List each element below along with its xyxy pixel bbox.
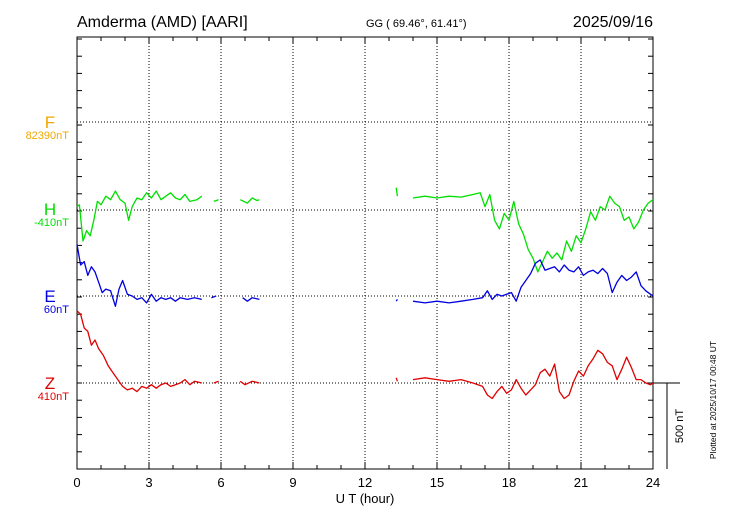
trace-Z-segment-4 <box>395 377 399 382</box>
x-axis-label: U T (hour) <box>336 491 395 506</box>
trace-Z-segment-3 <box>239 380 260 386</box>
coordinates-label: GG ( 69.46°, 61.41°) <box>366 18 467 30</box>
trace-H-segment-0 <box>76 190 203 242</box>
trace-E-segment-4 <box>395 299 398 302</box>
x-tick-label-3: 3 <box>145 475 152 490</box>
station-title: Amderma (AMD) [AARI] <box>77 14 248 31</box>
x-tick-labels: 0 3 6 9 12 15 18 21 24 <box>73 475 660 490</box>
x-tick-label-15: 15 <box>430 475 444 490</box>
tick-layer <box>76 37 654 470</box>
grid-layer <box>77 37 653 469</box>
component-label-F: F <box>45 113 55 132</box>
trace-E-segment-1 <box>211 295 217 299</box>
trace-H-segment-4 <box>395 187 399 197</box>
x-tick-label-12: 12 <box>358 475 372 490</box>
x-tick-label-9: 9 <box>289 475 296 490</box>
x-tick-label-0: 0 <box>73 475 80 490</box>
plotted-timestamp: Plotted at 2025/10/17 00:48 UT <box>708 341 718 459</box>
component-label-E: E <box>44 287 55 306</box>
scale-bar-label: 500 nT <box>674 409 686 444</box>
baseline-value-E: 60nT <box>44 304 69 316</box>
x-tick-label-6: 6 <box>217 475 224 490</box>
trace-E-segment-3 <box>242 297 260 302</box>
date-label: 2025/09/16 <box>573 14 653 31</box>
x-tick-label-24: 24 <box>646 475 660 490</box>
baseline-value-F: 82390nT <box>26 130 70 142</box>
trace-H-segment-5 <box>412 192 654 273</box>
trace-H-segment-1 <box>213 199 219 203</box>
x-tick-label-18: 18 <box>502 475 516 490</box>
baseline-value-H: -410nT <box>34 217 69 229</box>
trace-Z-segment-5 <box>412 349 654 400</box>
component-label-Z: Z <box>45 374 55 393</box>
baseline-value-Z: 410nT <box>38 391 69 403</box>
trace-Z-segment-1 <box>213 380 219 384</box>
trace-H-segment-3 <box>239 197 260 204</box>
trace-E-segment-5 <box>412 259 654 304</box>
trace-Z-segment-0 <box>76 310 202 393</box>
trace-layer <box>76 187 654 400</box>
x-tick-label-21: 21 <box>574 475 588 490</box>
trace-E-segment-0 <box>76 244 202 307</box>
component-label-H: H <box>44 200 56 219</box>
